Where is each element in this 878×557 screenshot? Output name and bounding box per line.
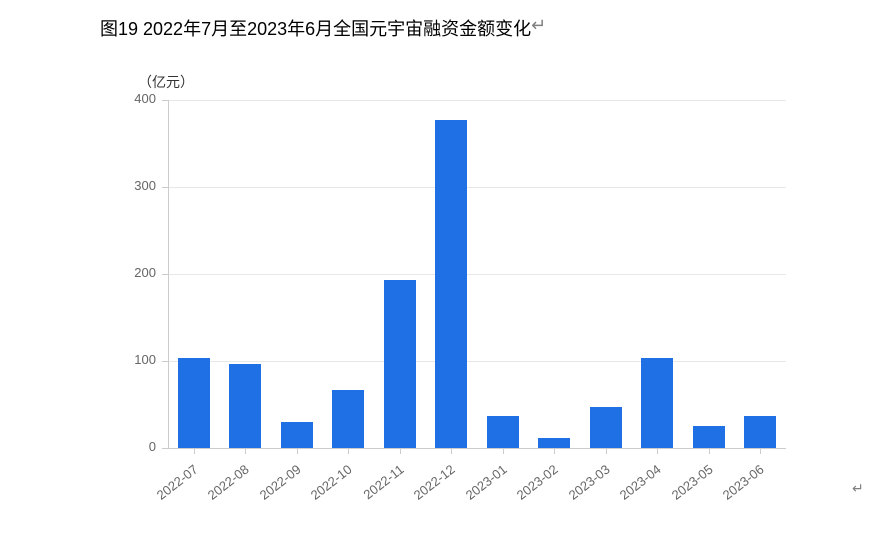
gridline — [168, 361, 786, 362]
newline-marker-icon: ↵ — [531, 15, 546, 36]
x-tick — [245, 448, 246, 454]
x-tick-label: 2022-12 — [401, 462, 458, 511]
y-tick-label: 400 — [106, 91, 156, 106]
x-tick — [194, 448, 195, 454]
y-tick-label: 0 — [106, 439, 156, 454]
x-tick — [400, 448, 401, 454]
bar — [332, 390, 364, 448]
x-tick — [760, 448, 761, 454]
x-tick-label: 2022-09 — [247, 462, 304, 511]
x-tick-label: 2023-01 — [453, 462, 510, 511]
page: 图19 2022年7月至2023年6月全国元宇宙融资金额变化↵ （亿元） 010… — [0, 0, 878, 557]
x-tick-label: 2023-04 — [607, 462, 664, 511]
gridline — [168, 274, 786, 275]
y-tick-label: 200 — [106, 265, 156, 280]
bar — [744, 416, 776, 448]
x-tick-label: 2023-02 — [504, 462, 561, 511]
chart-title-text: 图19 2022年7月至2023年6月全国元宇宙融资金额变化 — [100, 19, 531, 39]
y-axis-unit-label: （亿元） — [138, 72, 194, 92]
x-axis-line — [168, 448, 786, 449]
bar — [487, 416, 519, 448]
bar — [590, 407, 622, 448]
chart-plot-area: 01002003004002022-072022-082022-092022-1… — [168, 100, 786, 448]
x-tick-label: 2022-11 — [350, 462, 407, 511]
x-tick — [606, 448, 607, 454]
bar — [693, 426, 725, 448]
x-tick — [297, 448, 298, 454]
gridline — [168, 100, 786, 101]
x-tick — [657, 448, 658, 454]
chart-title: 图19 2022年7月至2023年6月全国元宇宙融资金额变化↵ — [100, 15, 531, 41]
bar — [281, 422, 313, 448]
bar — [229, 364, 261, 448]
gridline — [168, 187, 786, 188]
x-tick — [503, 448, 504, 454]
y-tick-label: 300 — [106, 178, 156, 193]
x-tick — [709, 448, 710, 454]
x-tick — [554, 448, 555, 454]
bar — [178, 358, 210, 448]
x-tick-label: 2022-07 — [144, 462, 201, 511]
bar — [435, 120, 467, 448]
x-tick-label: 2023-03 — [556, 462, 613, 511]
bar — [641, 358, 673, 448]
x-tick-label: 2022-08 — [195, 462, 252, 511]
bar — [538, 438, 570, 448]
x-tick — [451, 448, 452, 454]
x-tick-label: 2023-05 — [659, 462, 716, 511]
bar — [384, 280, 416, 448]
newline-marker-icon: ↵ — [852, 480, 864, 497]
x-tick-label: 2023-06 — [710, 462, 767, 511]
y-tick-label: 100 — [106, 352, 156, 367]
x-tick-label: 2022-10 — [298, 462, 355, 511]
y-axis-line — [168, 100, 169, 448]
x-tick — [348, 448, 349, 454]
